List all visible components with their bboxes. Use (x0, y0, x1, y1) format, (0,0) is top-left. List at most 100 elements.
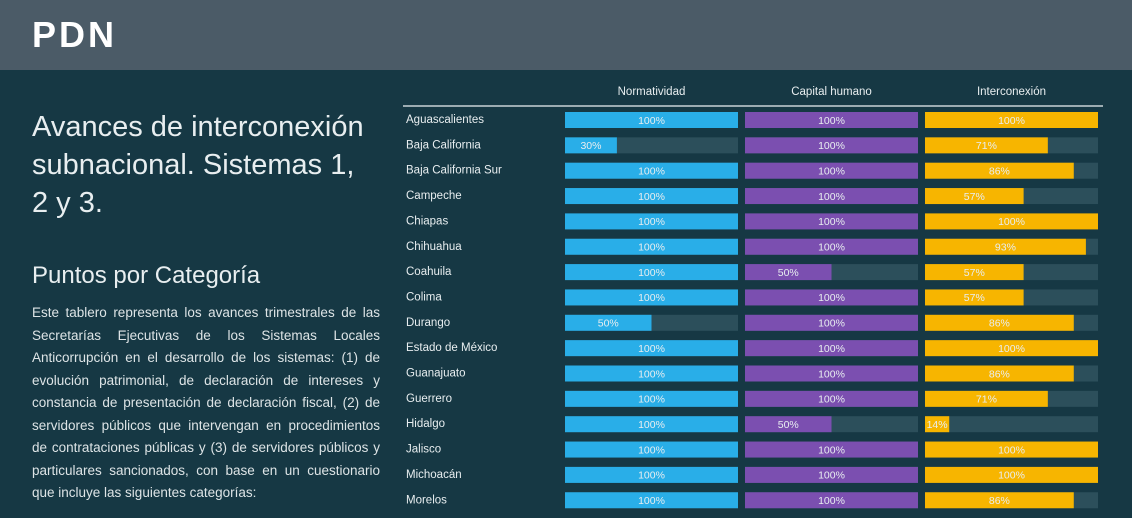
value-label: 100% (818, 242, 845, 254)
bar (925, 238, 1086, 255)
value-label: 100% (818, 318, 845, 330)
row-label: Baja California Sur (406, 165, 502, 177)
row-label: Jalisco (406, 444, 441, 456)
value-label: 100% (998, 343, 1025, 355)
value-label: 86% (989, 368, 1010, 380)
row-label: Chiapas (406, 215, 448, 227)
value-label: 93% (995, 242, 1016, 254)
value-label: 100% (818, 368, 845, 380)
bar (925, 416, 950, 433)
bar (565, 137, 617, 154)
bar (565, 492, 738, 509)
value-label: 57% (964, 267, 985, 279)
bar (745, 112, 918, 128)
value-label: 100% (818, 191, 845, 203)
value-label: 14% (927, 419, 948, 431)
description: Este tablero representa los avances trim… (32, 305, 380, 500)
value-label: 100% (818, 115, 845, 127)
bar (745, 264, 832, 281)
bar (925, 188, 1024, 205)
bar (745, 188, 918, 205)
logo[interactable]: PDN (32, 14, 118, 55)
section-title: Puntos por Categoría (32, 262, 261, 289)
bar (925, 492, 1074, 509)
value-label: 100% (638, 115, 665, 127)
row-label: Campeche (406, 190, 462, 202)
page-title: Avances de interconexión subnacional. Si… (32, 111, 364, 219)
row-label: Chihuahua (406, 241, 462, 253)
bar (565, 264, 738, 281)
bar (925, 314, 1074, 331)
header: PDN (0, 0, 1132, 70)
value-label: 100% (998, 216, 1025, 228)
row-label: Durango (406, 317, 450, 329)
value-label: 100% (998, 115, 1025, 127)
bar (925, 466, 1098, 483)
bar (745, 137, 918, 154)
value-label: 71% (976, 394, 997, 406)
value-label: 30% (580, 140, 601, 152)
bar (745, 441, 918, 458)
bar (745, 390, 918, 407)
value-label: 100% (818, 495, 845, 507)
value-label: 100% (818, 444, 845, 456)
bar (925, 213, 1098, 230)
bar (925, 441, 1098, 458)
value-label: 100% (638, 165, 665, 177)
bar (925, 390, 1048, 407)
bar (565, 213, 738, 230)
value-label: 100% (638, 267, 665, 279)
bar (565, 289, 738, 306)
column-header: Normatividad (618, 86, 686, 98)
bar (745, 162, 918, 179)
bar (925, 264, 1024, 281)
row-label: Aguascalientes (406, 114, 484, 126)
row-label: Baja California (406, 139, 481, 151)
bar (565, 466, 738, 483)
bar (745, 416, 832, 433)
value-label: 100% (818, 165, 845, 177)
bar (745, 314, 918, 331)
bar (565, 416, 738, 433)
value-label: 100% (818, 140, 845, 152)
row-label: Coahuila (406, 266, 452, 278)
bar (925, 162, 1074, 179)
value-label: 100% (638, 216, 665, 228)
row-label: Colima (406, 291, 442, 303)
value-label: 100% (638, 343, 665, 355)
value-label: 57% (964, 191, 985, 203)
bar (745, 289, 918, 306)
bar (925, 365, 1074, 382)
value-label: 100% (638, 191, 665, 203)
row-label: Hidalgo (406, 418, 445, 430)
value-label: 100% (638, 470, 665, 482)
value-label: 50% (598, 318, 619, 330)
bar (925, 112, 1098, 128)
bar (565, 441, 738, 458)
value-label: 100% (638, 419, 665, 431)
bar (745, 365, 918, 382)
value-label: 86% (989, 165, 1010, 177)
value-label: 100% (818, 343, 845, 355)
value-label: 100% (818, 394, 845, 406)
row-label: Morelos (406, 494, 447, 506)
value-label: 100% (998, 444, 1025, 456)
row-label: Guanajuato (406, 368, 465, 380)
bar (745, 492, 918, 509)
column-header: Capital humano (791, 86, 872, 98)
value-label: 100% (638, 495, 665, 507)
value-label: 100% (638, 242, 665, 254)
bar (565, 365, 738, 382)
value-label: 100% (818, 470, 845, 482)
value-label: 100% (638, 444, 665, 456)
value-label: 100% (638, 292, 665, 304)
value-label: 50% (778, 419, 799, 431)
column-header: Interconexión (977, 86, 1046, 98)
value-label: 86% (989, 318, 1010, 330)
bar (565, 314, 652, 331)
bar-track (925, 416, 1098, 433)
value-label: 100% (818, 216, 845, 228)
value-label: 71% (976, 140, 997, 152)
